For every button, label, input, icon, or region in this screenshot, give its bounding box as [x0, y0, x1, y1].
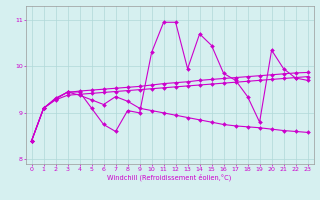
- X-axis label: Windchill (Refroidissement éolien,°C): Windchill (Refroidissement éolien,°C): [108, 173, 232, 181]
